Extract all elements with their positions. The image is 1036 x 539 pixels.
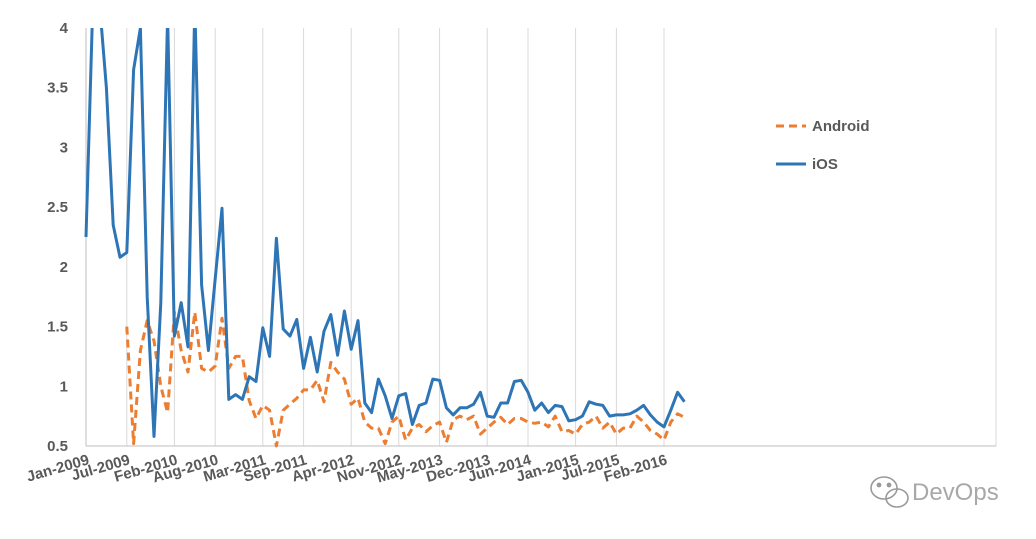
legend-android-label: Android [812,118,870,135]
watermark-text: DevOps [912,479,999,506]
y-tick-label: 1.5 [47,319,68,336]
gridlines [126,28,997,446]
watermark: DevOps [870,476,999,508]
x-tick-labels: Jan-2009Jul-2009Feb-2010Aug-2010Mar-2011… [25,451,669,486]
y-tick-label: 2.5 [47,199,68,216]
y-tick-labels: 0.5 1 1.5 2 2.5 3 3.5 4 [47,20,69,455]
y-tick-label: 4 [60,20,69,37]
y-tick-label: 0.5 [47,438,68,455]
y-tick-label: 3.5 [47,80,68,97]
y-tick-label: 2 [60,259,68,276]
y-tick-label: 1 [60,378,68,395]
series-lines [84,28,686,448]
wechat-icon [870,476,909,508]
y-tick-label: 3 [60,139,68,156]
series-line-ios [84,28,686,438]
legend-ios-label: iOS [812,156,838,173]
legend: Android iOS [776,118,870,173]
series-line-android [125,310,686,448]
